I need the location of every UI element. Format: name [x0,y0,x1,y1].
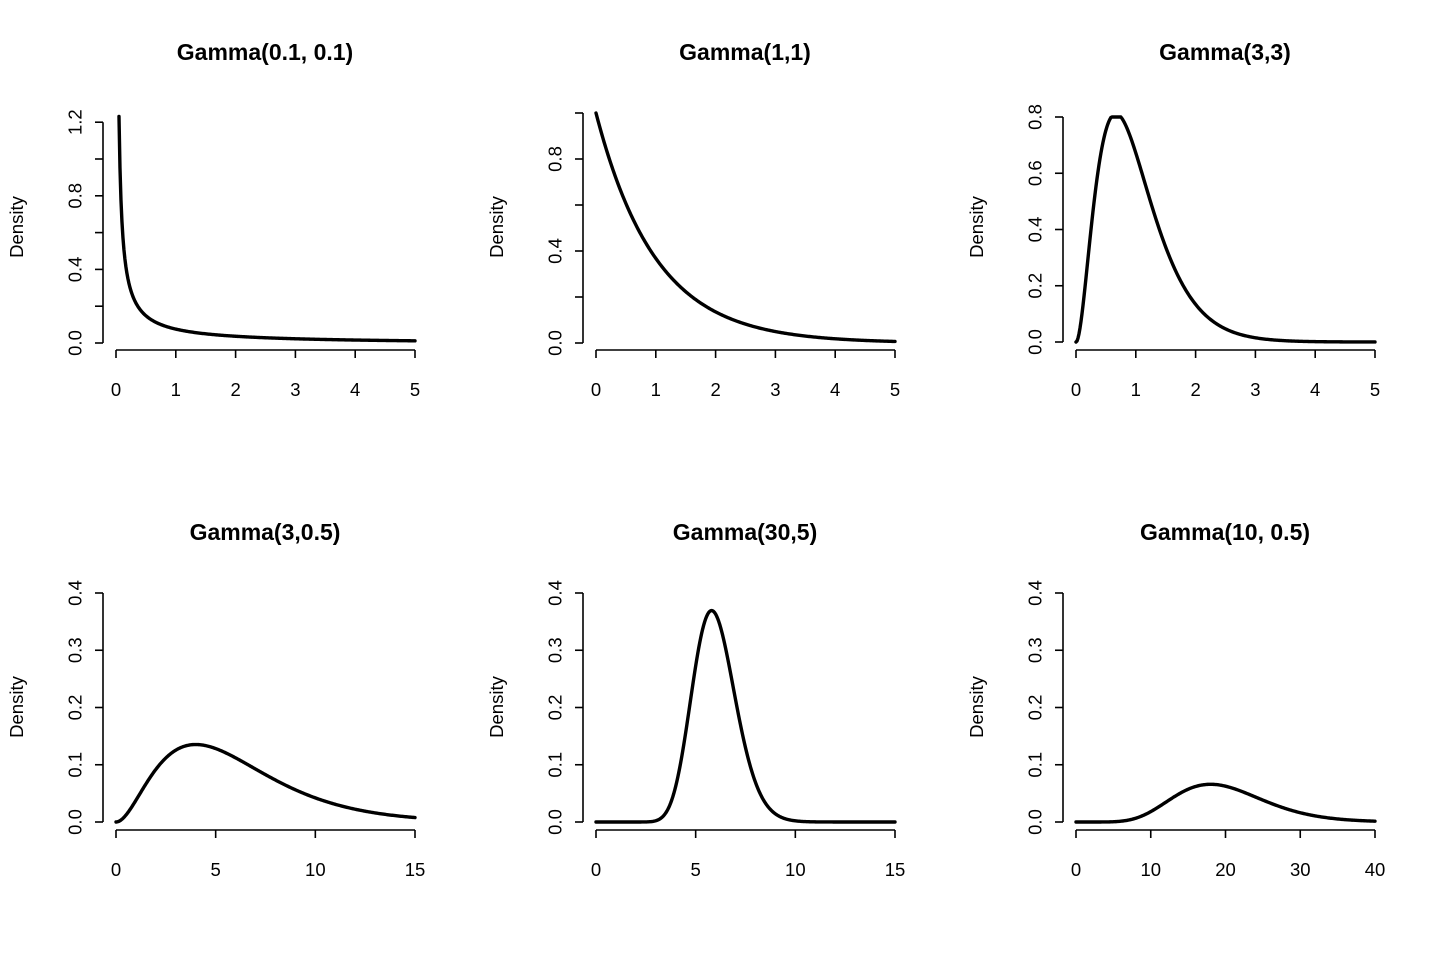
chart-panel-3: Gamma(3,3) Density 0 1 2 3 4 5 0.0 0.2 0.4 0.6 0.8 [966,39,1380,400]
y-tick-label: 0.0 [545,809,566,835]
y-tick-label: 0.0 [65,809,86,835]
y-tick-label: 0.4 [1025,217,1046,243]
x-tick-label: 15 [885,859,906,880]
y-tick-label: 0.8 [545,146,566,172]
y-tick-label: 0.2 [1025,273,1046,299]
x-tick-label: 3 [1250,379,1260,400]
x-tick-label: 10 [305,859,326,880]
y-axis-label: Density [966,675,987,737]
y-tick-label: 0.0 [65,330,86,356]
y-tick-label: 0.0 [1025,809,1046,835]
x-tick-label: 5 [410,379,420,400]
chart-title: Gamma(10, 0.5) [1140,519,1310,545]
y-tick-label: 0.4 [65,257,86,283]
y-tick-label: 0.2 [545,695,566,721]
x-tick-label: 4 [350,379,360,400]
x-tick-label: 2 [230,379,240,400]
y-axis-label: Density [486,675,507,737]
density-curve [1074,115,1377,344]
x-tick-label: 0 [111,379,121,400]
chart-title: Gamma(3,3) [1159,39,1291,65]
x-tick-label: 3 [290,379,300,400]
y-tick-label: 0.2 [65,695,86,721]
y-tick-label: 0.4 [545,238,566,264]
x-tick-label: 5 [1370,379,1380,400]
x-tick-label: 1 [1131,379,1141,400]
chart-title: Gamma(3,0.5) [190,519,341,545]
y-tick-label: 0.1 [65,752,86,778]
y-tick-label: 1.2 [65,109,86,135]
x-tick-label: 20 [1215,859,1236,880]
density-curve [594,608,897,824]
y-tick-label: 0.8 [1025,104,1046,130]
y-tick-label: 0.0 [1025,329,1046,355]
x-axis: 0 5 10 15 [111,829,426,880]
chart-title: Gamma(0.1, 0.1) [177,39,353,65]
chart-title: Gamma(30,5) [673,519,817,545]
y-axis: 0.0 0.4 0.8 1.2 [65,109,104,356]
y-axis: 0.0 0.2 0.4 0.6 0.8 [1025,104,1064,355]
y-axis-label: Density [6,195,27,257]
x-axis: 0 1 2 3 4 5 [1071,349,1380,400]
x-tick-label: 5 [211,859,221,880]
x-tick-label: 30 [1290,859,1311,880]
x-tick-label: 0 [1071,859,1081,880]
y-tick-label: 0.1 [1025,752,1046,778]
y-tick-label: 0.4 [65,580,86,606]
y-axis: 0.0 0.1 0.2 0.3 0.4 [1025,580,1064,835]
chart-panel-1: Gamma(0.1, 0.1) Density 0 1 2 3 4 5 0.0 0.4 0.8 1.2 [6,39,420,400]
x-tick-label: 5 [691,859,701,880]
x-tick-label: 0 [111,859,121,880]
chart-panel-4: Gamma(3,0.5) Density 0 5 10 15 0.0 0.1 0.2 0.3 0.4 [6,519,425,880]
density-curve [1074,782,1377,824]
x-tick-label: 40 [1365,859,1386,880]
y-tick-label: 0.4 [1025,580,1046,606]
x-tick-label: 3 [770,379,780,400]
density-curve [117,114,417,343]
x-tick-label: 10 [785,859,806,880]
y-axis-label: Density [486,195,507,257]
chart-panel-2: Gamma(1,1) Density 0 1 2 3 4 5 0.0 0.4 0.8 [486,39,900,400]
y-axis-label: Density [6,675,27,737]
x-tick-label: 0 [591,379,601,400]
y-tick-label: 0.1 [545,752,566,778]
y-tick-label: 0.8 [65,183,86,209]
x-axis: 0 5 10 15 [591,829,906,880]
density-curve [594,111,897,344]
y-axis: 0.0 0.1 0.2 0.3 0.4 [545,580,584,835]
x-tick-label: 10 [1140,859,1161,880]
x-axis: 0 1 2 3 4 5 [111,349,420,400]
x-tick-label: 0 [1071,379,1081,400]
y-tick-label: 0.3 [1025,637,1046,663]
x-tick-label: 1 [171,379,181,400]
y-tick-label: 0.3 [545,637,566,663]
chart-panel-5: Gamma(30,5) Density 0 5 10 15 0.0 0.1 0.2 0.3 0.4 [486,519,905,880]
y-tick-label: 0.2 [1025,695,1046,721]
x-axis: 0 1 2 3 4 5 [591,349,900,400]
density-curve [114,742,417,824]
x-tick-label: 0 [591,859,601,880]
y-axis: 0.0 0.1 0.2 0.3 0.4 [65,580,104,835]
y-tick-label: 0.3 [65,637,86,663]
x-tick-label: 2 [710,379,720,400]
y-tick-label: 0.4 [545,580,566,606]
x-tick-label: 2 [1190,379,1200,400]
x-tick-label: 4 [830,379,840,400]
x-tick-label: 5 [890,379,900,400]
x-tick-label: 15 [405,859,426,880]
x-axis: 0 10 20 30 40 [1071,829,1386,880]
y-tick-label: 0.6 [1025,160,1046,186]
chart-title: Gamma(1,1) [679,39,811,65]
y-tick-label: 0.0 [545,330,566,356]
y-axis: 0.0 0.4 0.8 [545,112,584,356]
x-tick-label: 1 [651,379,661,400]
x-tick-label: 4 [1310,379,1320,400]
y-axis-label: Density [966,195,987,257]
